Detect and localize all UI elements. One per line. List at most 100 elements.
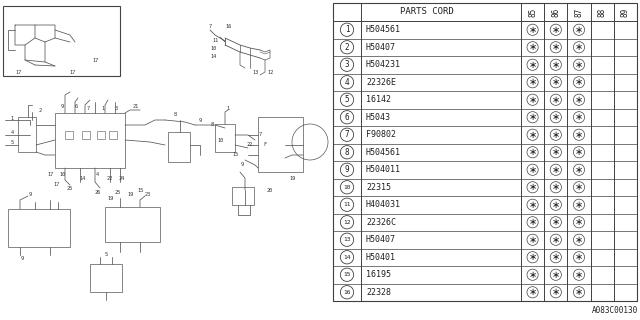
Text: ∗: ∗ [575, 112, 583, 122]
Bar [258, 117, 303, 172]
Bar [168, 132, 190, 162]
Text: ∗: ∗ [529, 182, 537, 192]
Text: ∗: ∗ [552, 235, 560, 245]
Text: 11: 11 [212, 37, 218, 43]
Text: ∗: ∗ [552, 112, 560, 122]
Text: ∗: ∗ [575, 60, 583, 70]
Text: 12: 12 [343, 220, 351, 225]
Text: 23: 23 [145, 193, 151, 197]
Text: 22: 22 [107, 175, 113, 180]
Text: ∗: ∗ [575, 217, 583, 227]
Text: PARTS CORD: PARTS CORD [400, 7, 454, 17]
Text: 22326C: 22326C [366, 218, 396, 227]
Text: 13: 13 [252, 69, 258, 75]
Text: 7: 7 [209, 25, 212, 29]
Text: H50407: H50407 [366, 235, 396, 244]
Text: ∗: ∗ [552, 270, 560, 280]
Bar [232, 187, 254, 205]
Text: ∗: ∗ [552, 42, 560, 52]
Text: ∗: ∗ [575, 42, 583, 52]
Text: 88: 88 [598, 7, 607, 17]
Text: ∗: ∗ [529, 77, 537, 87]
Text: ∗: ∗ [529, 165, 537, 175]
Text: ∗: ∗ [552, 287, 560, 297]
Bar [215, 124, 235, 152]
Text: ∗: ∗ [529, 60, 537, 70]
Text: ∗: ∗ [575, 200, 583, 210]
Text: 1: 1 [227, 106, 230, 110]
Text: ∗: ∗ [575, 130, 583, 140]
Text: 9: 9 [198, 117, 202, 123]
Text: 89: 89 [621, 7, 630, 17]
Bar [8, 209, 70, 247]
Text: ∗: ∗ [575, 182, 583, 192]
Text: ∗: ∗ [575, 252, 583, 262]
Text: 5: 5 [10, 140, 13, 146]
Text: ∗: ∗ [529, 25, 537, 35]
Text: ∗: ∗ [575, 287, 583, 297]
Text: 25: 25 [115, 189, 121, 195]
Text: 6: 6 [74, 105, 77, 109]
Text: 14: 14 [79, 175, 85, 180]
Text: 3: 3 [345, 60, 349, 69]
Text: ∗: ∗ [575, 235, 583, 245]
Text: 85: 85 [528, 7, 537, 17]
Text: ∗: ∗ [529, 130, 537, 140]
Text: 25: 25 [67, 186, 73, 190]
Text: 22: 22 [247, 142, 253, 148]
Text: 16: 16 [343, 290, 351, 295]
Text: H504561: H504561 [366, 148, 401, 157]
Text: 9: 9 [241, 163, 244, 167]
Text: ∗: ∗ [529, 95, 537, 105]
Text: ∗: ∗ [529, 42, 537, 52]
Text: 26: 26 [95, 189, 101, 195]
Text: 1: 1 [10, 116, 13, 121]
Text: ∗: ∗ [552, 217, 560, 227]
Text: A083C00130: A083C00130 [592, 306, 638, 315]
Bar [65, 131, 73, 139]
Text: 10: 10 [59, 172, 65, 178]
Text: 1: 1 [345, 25, 349, 34]
Text: 15: 15 [232, 153, 238, 157]
Text: 9: 9 [60, 105, 63, 109]
Bar [3, 6, 120, 76]
Text: 8: 8 [345, 148, 349, 157]
Text: ∗: ∗ [575, 165, 583, 175]
Text: 9: 9 [345, 165, 349, 174]
Text: 21: 21 [133, 105, 139, 109]
Text: 22328: 22328 [366, 288, 391, 297]
Text: 4: 4 [95, 172, 99, 178]
Text: 9: 9 [28, 193, 31, 197]
Text: ∗: ∗ [529, 287, 537, 297]
Text: ∗: ∗ [529, 147, 537, 157]
Text: ∗: ∗ [575, 270, 583, 280]
Text: 87: 87 [575, 7, 584, 17]
Text: 19: 19 [289, 175, 295, 180]
Text: 16195: 16195 [366, 270, 391, 279]
Text: 4: 4 [345, 78, 349, 87]
Text: 13: 13 [343, 237, 351, 242]
Text: 14: 14 [343, 255, 351, 260]
Text: ∗: ∗ [552, 252, 560, 262]
Bar [333, 3, 637, 301]
Bar [97, 131, 105, 139]
Text: ∗: ∗ [552, 130, 560, 140]
Text: ∗: ∗ [552, 95, 560, 105]
Text: 10: 10 [343, 185, 351, 190]
Text: H50401: H50401 [366, 253, 396, 262]
Text: ∗: ∗ [575, 25, 583, 35]
Text: ∗: ∗ [552, 25, 560, 35]
Text: H5043: H5043 [366, 113, 391, 122]
Text: 9: 9 [20, 255, 24, 260]
Text: ∗: ∗ [552, 60, 560, 70]
Text: 24: 24 [119, 175, 125, 180]
Text: H504561: H504561 [366, 25, 401, 34]
Bar [90, 264, 122, 292]
Text: 7: 7 [86, 106, 90, 110]
Text: 17: 17 [69, 69, 75, 75]
Text: 3: 3 [115, 106, 118, 110]
Text: 8: 8 [211, 123, 214, 127]
Text: 14: 14 [210, 54, 216, 60]
Bar [109, 131, 117, 139]
Text: 86: 86 [551, 7, 560, 17]
